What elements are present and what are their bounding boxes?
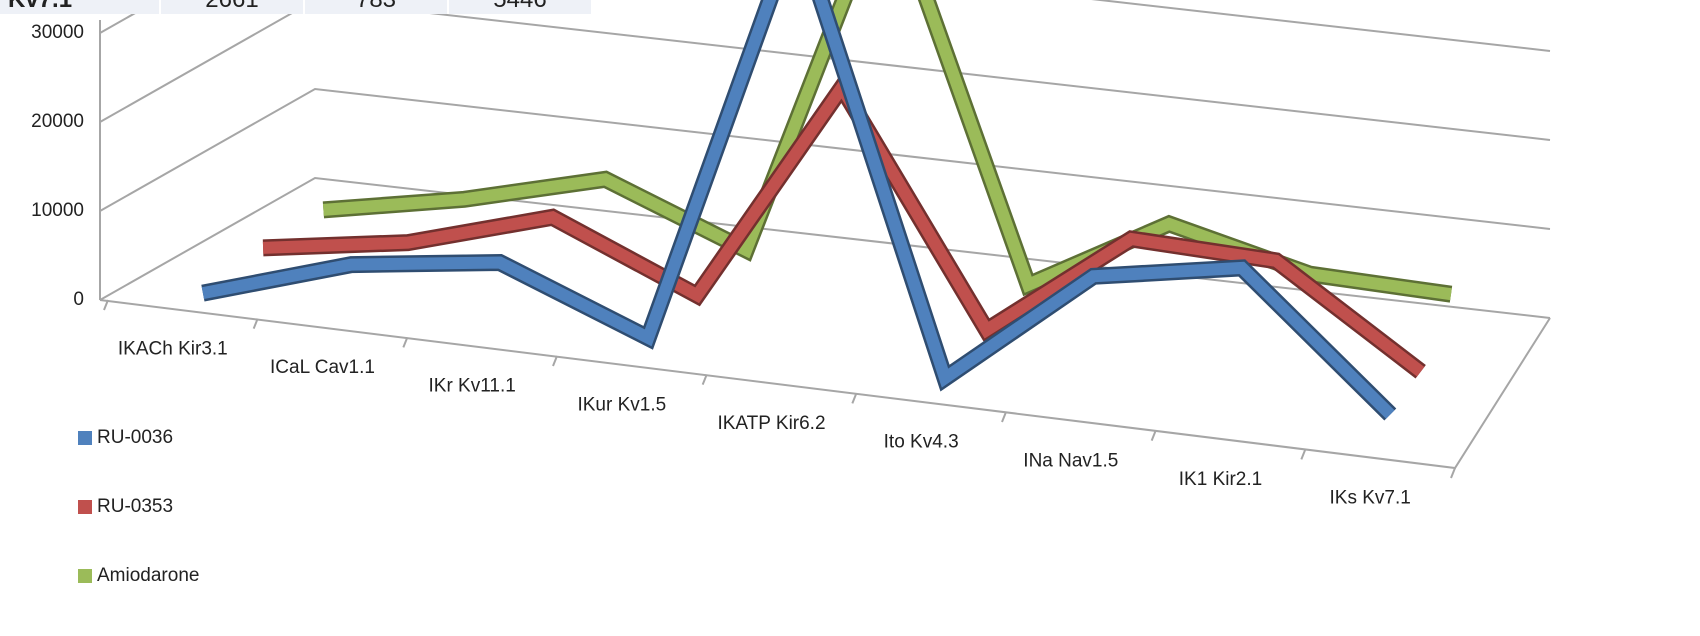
legend-label: Amiodarone: [97, 565, 199, 586]
x-tick: [1450, 467, 1456, 479]
x-tick-label: IK1 Kir2.1: [1179, 469, 1262, 490]
y-tick-label: 0: [73, 289, 84, 310]
series-line-edge: [262, 71, 1426, 379]
table-fragment: Kv7.1 2661 783 5446: [0, 0, 593, 14]
x-tick: [103, 299, 109, 311]
y-tick-label: 20000: [31, 111, 84, 132]
cell: Kv7.1: [0, 0, 161, 14]
legend-label: RU-0353: [97, 496, 173, 517]
x-tick: [552, 355, 558, 367]
x-tick: [851, 392, 858, 404]
x-tick-label: IKs Kv7.1: [1330, 488, 1411, 509]
x-tick: [1001, 411, 1007, 423]
y-tick-label: 10000: [31, 200, 84, 221]
x-tick: [1300, 448, 1307, 460]
legend-label: RU-0036: [97, 427, 173, 448]
cell: 783: [304, 0, 449, 14]
x-tick: [701, 374, 708, 386]
legend-swatch: [78, 431, 92, 445]
x-tick-label: ICaL Cav1.1: [270, 357, 375, 378]
cell: 2661: [160, 0, 305, 14]
x-tick-label: IKr Kv11.1: [429, 376, 516, 397]
legend-swatch: [78, 500, 92, 514]
x-tick: [252, 318, 259, 330]
floor-edge: [99, 299, 1551, 470]
x-tick-label: INa Nav1.5: [1023, 450, 1118, 471]
grid-line: [99, 0, 1551, 141]
grid-line: [99, 0, 1551, 52]
grid-line: [99, 87, 1551, 230]
x-tick-label: IKATP Kir6.2: [717, 413, 825, 434]
y-tick-label: 30000: [31, 22, 84, 43]
x-tick-label: Ito Kv4.3: [884, 432, 959, 453]
legend-swatch: [78, 569, 92, 583]
x-tick-label: IKACh Kir3.1: [118, 338, 228, 359]
series-line: [201, 0, 1395, 419]
x-tick-label: IKur Kv1.5: [577, 394, 666, 415]
cell: 5446: [448, 0, 593, 14]
x-tick: [402, 336, 409, 348]
x-tick: [1150, 430, 1157, 442]
